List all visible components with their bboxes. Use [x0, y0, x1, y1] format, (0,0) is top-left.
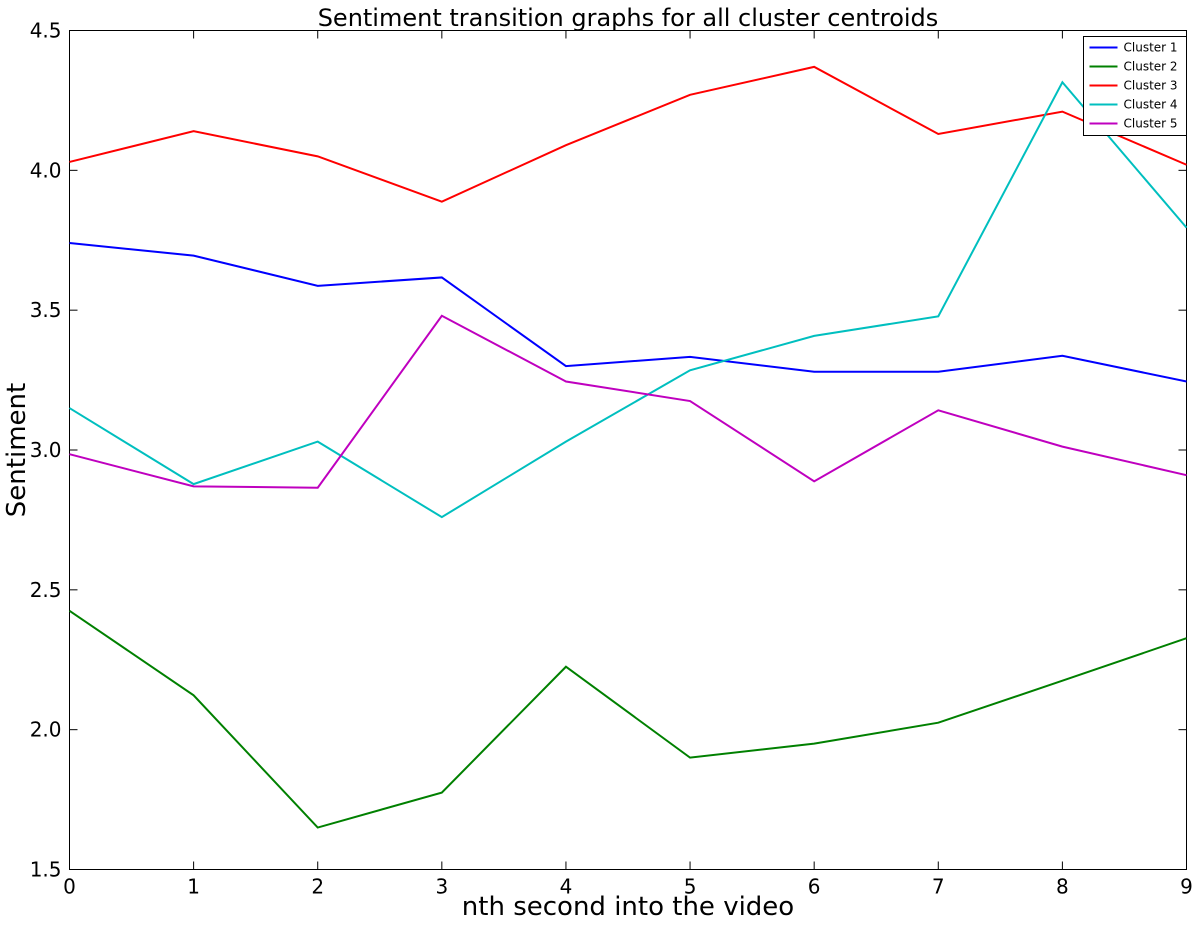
- plot-area: [68, 30, 1188, 870]
- y-tick-labels: 1.5 2.0 2.5 3.0 3.5 4.0 4.5: [30, 19, 62, 882]
- x-tick-label: 0: [63, 875, 76, 899]
- x-tick-label: 6: [808, 875, 821, 899]
- tick-marks: [69, 30, 1187, 870]
- x-tick-label: 3: [435, 875, 448, 899]
- chart-title: Sentiment transition graphs for all clus…: [318, 4, 939, 32]
- y-tick-label: 3.0: [30, 438, 62, 462]
- x-tick-label: 7: [932, 875, 945, 899]
- legend-label-cluster-3: Cluster 3: [1124, 79, 1178, 93]
- x-tick-labels: 0 1 2 3 4 5 6 7 8 9: [63, 875, 1193, 899]
- y-tick-label: 2.5: [30, 578, 62, 602]
- series-line-cluster-1: [69, 242, 1187, 383]
- series-line-cluster-4: [68, 80, 1188, 519]
- series-line-cluster-2: [68, 609, 1187, 829]
- legend: Cluster 1 Cluster 2 Cluster 3 Cluster 4 Clus…: [1083, 36, 1187, 136]
- legend-label-cluster-1: Cluster 1: [1124, 41, 1178, 55]
- x-tick-label: 2: [311, 875, 324, 899]
- y-tick-label: 3.5: [30, 298, 62, 322]
- x-tick-label: 1: [187, 875, 200, 899]
- x-tick-label: 4: [560, 875, 573, 899]
- legend-label-cluster-4: Cluster 4: [1124, 98, 1178, 112]
- x-axis-title: nth second into the video: [462, 892, 794, 922]
- x-tick-label: 5: [684, 875, 697, 899]
- plot-frame: [69, 30, 1187, 870]
- x-tick-label: 8: [1056, 875, 1069, 899]
- x-tick-label: 9: [1180, 875, 1193, 899]
- legend-label-cluster-2: Cluster 2: [1124, 60, 1178, 74]
- series-layer: [68, 65, 1188, 829]
- series-line-cluster-5: [69, 314, 1187, 489]
- y-axis-title: Sentiment: [2, 383, 32, 517]
- y-tick-label: 2.0: [30, 718, 62, 742]
- y-tick-label: 4.0: [30, 158, 62, 182]
- y-tick-label: 1.5: [30, 858, 62, 882]
- legend-label-cluster-5: Cluster 5: [1124, 117, 1178, 131]
- y-tick-label: 4.5: [30, 19, 62, 43]
- series-line-cluster-3: [69, 65, 1187, 203]
